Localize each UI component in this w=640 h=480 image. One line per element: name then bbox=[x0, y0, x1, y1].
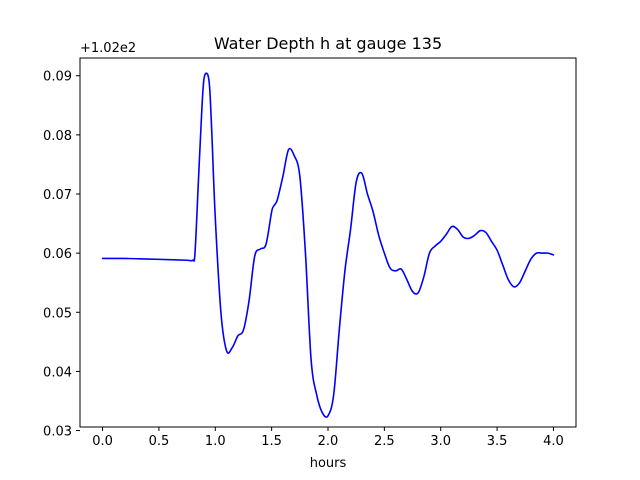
y-axis: 0.03 0.04 0.05 0.06 0.07 0.08 0.09 bbox=[43, 70, 80, 440]
x-tick-label: 4.0 bbox=[543, 434, 564, 449]
y-tick-label: 0.07 bbox=[43, 188, 72, 203]
y-tick-label: 0.09 bbox=[43, 70, 72, 85]
x-tick-label: 1.0 bbox=[205, 434, 226, 449]
x-tick-label: 1.5 bbox=[261, 434, 282, 449]
x-axis: 0.0 0.5 1.0 1.5 2.0 2.5 3.0 3.5 4.0 bbox=[92, 427, 564, 449]
x-tick-label: 3.0 bbox=[430, 434, 451, 449]
series-line-0 bbox=[101, 72, 555, 418]
x-tick-label: 3.5 bbox=[487, 434, 508, 449]
y-tick-label: 0.04 bbox=[43, 365, 72, 380]
x-tick-label: 2.5 bbox=[374, 434, 395, 449]
y-tick-label: 0.06 bbox=[43, 247, 72, 262]
y-tick-label: 0.08 bbox=[43, 129, 72, 144]
plot-series-layer bbox=[101, 72, 555, 418]
x-tick-label: 0.5 bbox=[149, 434, 170, 449]
x-tick-label: 0.0 bbox=[92, 434, 113, 449]
y-tick-label: 0.05 bbox=[43, 306, 72, 321]
y-tick-label: 0.03 bbox=[43, 425, 72, 440]
y-offset-label: +1.02e2 bbox=[80, 41, 136, 56]
x-tick-label: 2.0 bbox=[318, 434, 339, 449]
chart-title: Water Depth h at gauge 135 bbox=[214, 34, 442, 53]
x-axis-label: hours bbox=[310, 456, 347, 471]
